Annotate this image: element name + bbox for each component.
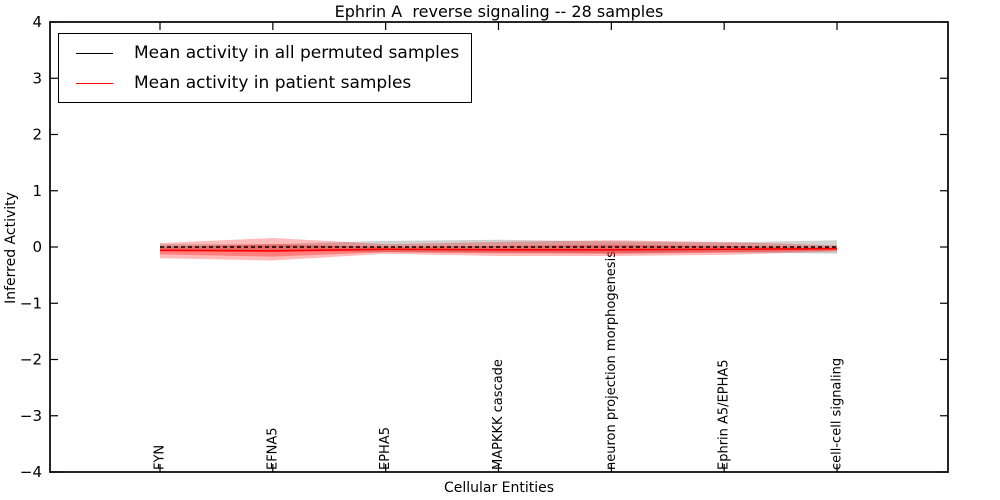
y-tick-label: −4 bbox=[20, 463, 42, 481]
x-axis-label: Cellular Entities bbox=[443, 480, 555, 496]
y-tick-label: −3 bbox=[20, 407, 42, 425]
x-tick-label: EFNA5 bbox=[265, 427, 280, 470]
x-tick-label: cell-cell signaling bbox=[830, 358, 845, 470]
x-tick-label: EPHA5 bbox=[378, 427, 393, 470]
x-tick-label: FYN bbox=[153, 445, 168, 470]
y-axis-label: Inferred Activity bbox=[3, 192, 19, 304]
chart-title: Ephrin A reverse signaling -- 28 samples bbox=[334, 2, 664, 21]
y-tick-label: 0 bbox=[32, 238, 42, 256]
x-tick-label: neuron projection morphogenesis bbox=[604, 251, 619, 470]
legend-label-patient: Mean activity in patient samples bbox=[134, 73, 412, 93]
x-tick-label: MAPKKK cascade bbox=[491, 359, 506, 470]
y-tick-label: 1 bbox=[32, 182, 42, 200]
permuted-line-swatch bbox=[76, 52, 113, 54]
y-tick-label: −1 bbox=[20, 294, 42, 312]
legend-label-permuted: Mean activity in all permuted samples bbox=[134, 43, 460, 63]
legend-entry-permuted: Mean activity in all permuted samples bbox=[71, 41, 459, 65]
legend: Mean activity in all permuted samples Me… bbox=[58, 33, 473, 103]
y-tick-label: −2 bbox=[20, 351, 42, 369]
legend-entry-patient: Mean activity in patient samples bbox=[71, 71, 459, 95]
y-tick-label: 2 bbox=[32, 126, 42, 144]
y-tick-label: 4 bbox=[32, 13, 42, 31]
patient-mean-line bbox=[159, 247, 838, 252]
x-tick-label: Ephrin A5/EPHA5 bbox=[717, 359, 732, 470]
y-tick-label: 3 bbox=[32, 69, 42, 87]
patient-line-swatch bbox=[76, 82, 113, 84]
